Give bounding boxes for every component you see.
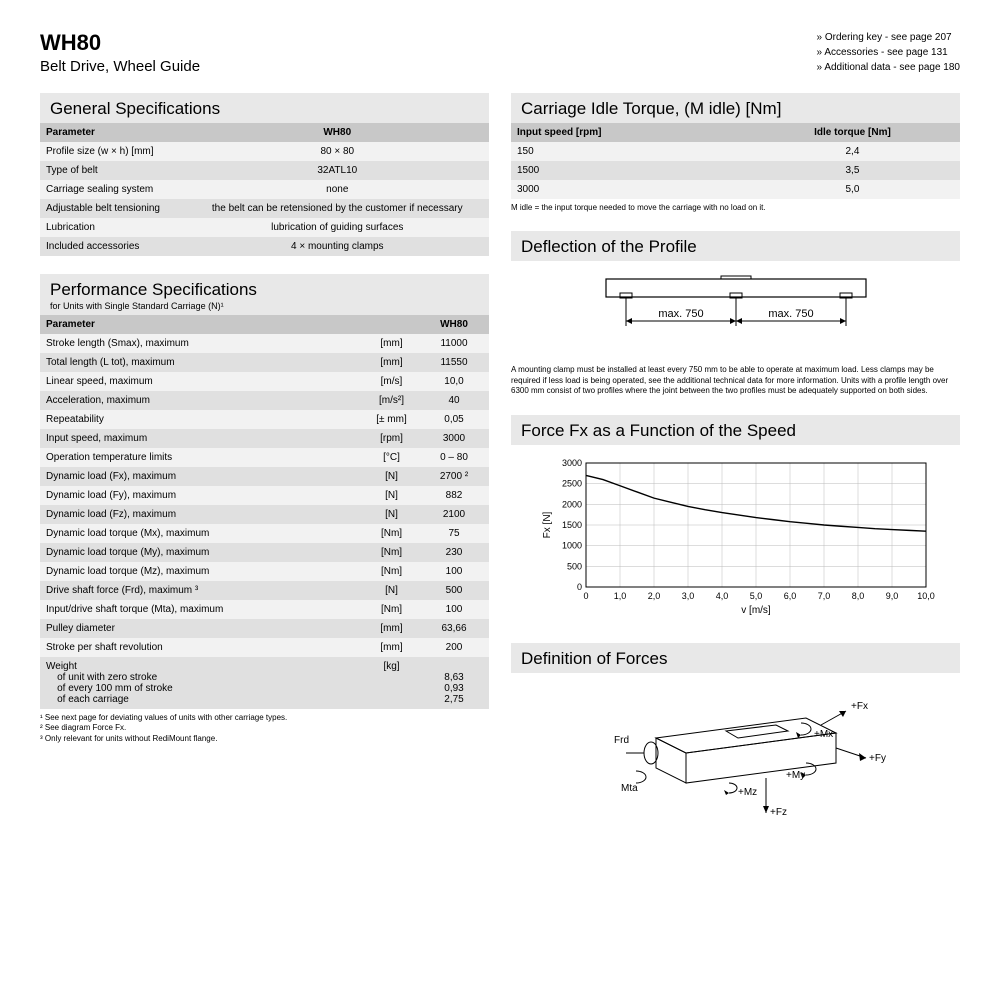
header-link: Additional data - see page 180 <box>817 60 960 75</box>
table-row: 15003,5 <box>511 161 960 180</box>
svg-text:Fx [N]: Fx [N] <box>542 511 553 538</box>
header-links: Ordering key - see page 207 Accessories … <box>817 30 960 75</box>
table-row: Lubricationlubrication of guiding surfac… <box>40 218 489 237</box>
svg-text:+Mx: +Mx <box>814 729 833 740</box>
table-row: Weight of unit with zero stroke of every… <box>40 657 489 709</box>
table-row: Adjustable belt tensioningthe belt can b… <box>40 199 489 218</box>
table-row: Stroke length (Smax), maximum[mm]11000 <box>40 334 489 353</box>
svg-text:4,0: 4,0 <box>715 591 728 601</box>
th-param: Parameter <box>40 123 186 142</box>
footnote: ³ Only relevant for units without RediMo… <box>40 734 489 744</box>
svg-text:9,0: 9,0 <box>885 591 898 601</box>
svg-text:2,0: 2,0 <box>647 591 660 601</box>
svg-text:1,0: 1,0 <box>613 591 626 601</box>
deflection-svg: max. 750 max. 750 <box>576 271 896 351</box>
svg-text:+Fz: +Fz <box>770 807 787 818</box>
svg-text:1500: 1500 <box>561 520 581 530</box>
forces-svg: +Fx +Fy +Fz +Mx +My +Mz Frd Mta <box>566 683 906 823</box>
svg-text:max. 750: max. 750 <box>768 308 813 320</box>
svg-text:1000: 1000 <box>561 540 581 550</box>
table-row: Dynamic load (Fy), maximum[N]882 <box>40 486 489 505</box>
table-row: Acceleration, maximum[m/s²]40 <box>40 391 489 410</box>
page-title: WH80 <box>40 30 200 56</box>
svg-text:+My: +My <box>786 770 805 781</box>
forces-title: Definition of Forces <box>511 643 960 673</box>
svg-text:+Mz: +Mz <box>738 787 757 798</box>
table-row: Repeatability[± mm]0,05 <box>40 410 489 429</box>
perf-title-text: Performance Specifications <box>50 280 257 299</box>
table-row: Stroke per shaft revolution[mm]200 <box>40 638 489 657</box>
footnote: ² See diagram Force Fx. <box>40 723 489 733</box>
svg-text:3000: 3000 <box>561 458 581 468</box>
left-column: General Specifications ParameterWH80 Pro… <box>40 93 489 833</box>
perf-subtitle: for Units with Single Standard Carriage … <box>50 301 479 311</box>
idle-note: M idle = the input torque needed to move… <box>511 203 960 213</box>
svg-text:500: 500 <box>566 561 581 571</box>
th-param: Parameter <box>40 315 364 334</box>
deflection-note: A mounting clamp must be installed at le… <box>511 365 960 396</box>
table-row: 1502,4 <box>511 142 960 161</box>
table-row: Input/drive shaft torque (Mta), maximum[… <box>40 600 489 619</box>
svg-text:7,0: 7,0 <box>817 591 830 601</box>
svg-text:Mta: Mta <box>621 783 638 794</box>
idle-title: Carriage Idle Torque, (M idle) [Nm] <box>511 93 960 123</box>
table-row: Dynamic load torque (Mx), maximum[Nm]75 <box>40 524 489 543</box>
table-row: Dynamic load torque (Mz), maximum[Nm]100 <box>40 562 489 581</box>
table-row: 30005,0 <box>511 180 960 199</box>
svg-text:Frd: Frd <box>614 735 629 746</box>
general-table: ParameterWH80 Profile size (w × h) [mm]8… <box>40 123 489 256</box>
svg-text:6,0: 6,0 <box>783 591 796 601</box>
th-val: WH80 <box>186 123 489 142</box>
table-row: Carriage sealing systemnone <box>40 180 489 199</box>
table-row: Type of belt32ATL10 <box>40 161 489 180</box>
perf-table: Parameter WH80 Stroke length (Smax), max… <box>40 315 489 709</box>
th-speed: Input speed [rpm] <box>511 123 745 142</box>
perf-title: Performance Specifications for Units wit… <box>40 274 489 315</box>
forces-diagram: +Fx +Fy +Fz +Mx +My +Mz Frd Mta <box>511 673 960 833</box>
svg-text:2500: 2500 <box>561 478 581 488</box>
table-row: Dynamic load (Fx), maximum[N]2700 ² <box>40 467 489 486</box>
table-row: Pulley diameter[mm]63,66 <box>40 619 489 638</box>
force-chart: 0 500 1000 1500 2000 2500 3000 0 1,0 2,0 3,0 4,0 5,0… <box>511 445 960 625</box>
svg-text:+Fy: +Fy <box>869 753 886 764</box>
chart-svg: 0 500 1000 1500 2000 2500 3000 0 1,0 2,0 3,0 4,0 5,0… <box>536 455 936 615</box>
chart-title: Force Fx as a Function of the Speed <box>511 415 960 445</box>
table-row: Included accessories4 × mounting clamps <box>40 237 489 256</box>
svg-text:+Fx: +Fx <box>851 701 868 712</box>
svg-text:3,0: 3,0 <box>681 591 694 601</box>
th-unit <box>364 315 419 334</box>
svg-text:0: 0 <box>583 591 588 601</box>
table-row: Drive shaft force (Frd), maximum ³[N]500 <box>40 581 489 600</box>
footnote: ¹ See next page for deviating values of … <box>40 713 489 723</box>
deflection-diagram: max. 750 max. 750 <box>511 261 960 361</box>
svg-text:max. 750: max. 750 <box>658 308 703 320</box>
table-row: Dynamic load (Fz), maximum[N]2100 <box>40 505 489 524</box>
table-row: Total length (L tot), maximum[mm]11550 <box>40 353 489 372</box>
perf-footnotes: ¹ See next page for deviating values of … <box>40 713 489 744</box>
svg-text:8,0: 8,0 <box>851 591 864 601</box>
header: WH80 Belt Drive, Wheel Guide Ordering ke… <box>40 30 960 75</box>
idle-table: Input speed [rpm]Idle torque [Nm] 1502,4… <box>511 123 960 199</box>
th-torque: Idle torque [Nm] <box>745 123 960 142</box>
general-title: General Specifications <box>40 93 489 123</box>
table-row: Input speed, maximum[rpm]3000 <box>40 429 489 448</box>
table-row: Dynamic load torque (My), maximum[Nm]230 <box>40 543 489 562</box>
table-row: Profile size (w × h) [mm]80 × 80 <box>40 142 489 161</box>
svg-text:10,0: 10,0 <box>917 591 935 601</box>
header-link: Ordering key - see page 207 <box>817 30 960 45</box>
th-val: WH80 <box>419 315 489 334</box>
svg-text:0: 0 <box>576 582 581 592</box>
svg-text:v [m/s]: v [m/s] <box>741 605 771 615</box>
header-link: Accessories - see page 131 <box>817 45 960 60</box>
svg-text:5,0: 5,0 <box>749 591 762 601</box>
table-row: Linear speed, maximum[m/s]10,0 <box>40 372 489 391</box>
header-left: WH80 Belt Drive, Wheel Guide <box>40 30 200 75</box>
deflection-title: Deflection of the Profile <box>511 231 960 261</box>
right-column: Carriage Idle Torque, (M idle) [Nm] Inpu… <box>511 93 960 833</box>
svg-text:2000: 2000 <box>561 499 581 509</box>
table-row: Operation temperature limits[°C]0 – 80 <box>40 448 489 467</box>
page-subtitle: Belt Drive, Wheel Guide <box>40 58 200 75</box>
